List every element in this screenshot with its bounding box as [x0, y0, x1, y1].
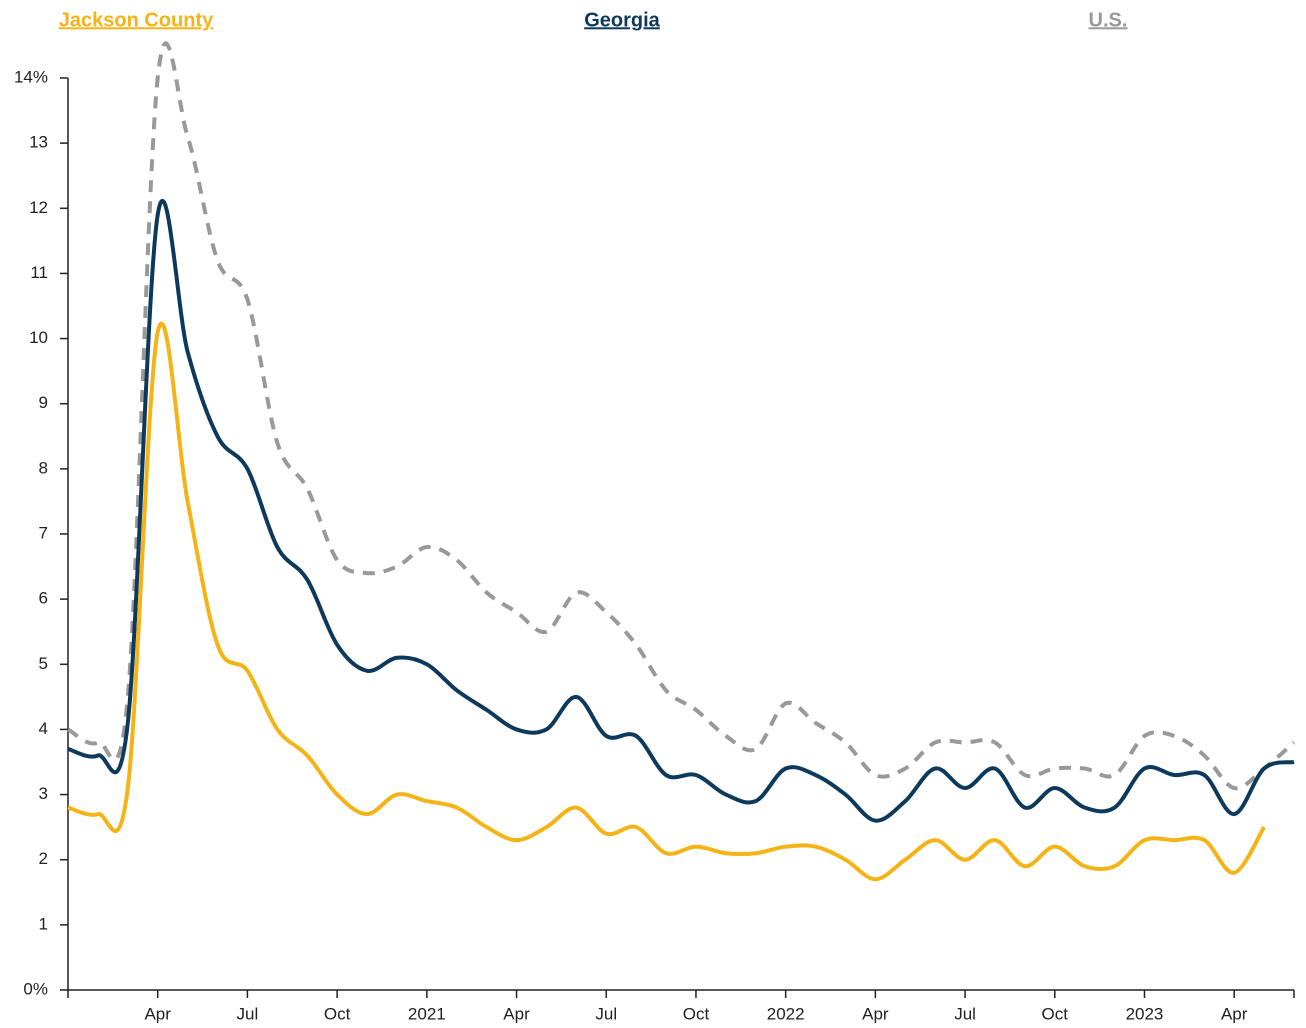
y-tick-label: 5 — [39, 654, 48, 673]
x-tick-label: Jul — [954, 1004, 976, 1023]
y-tick-label: 2 — [39, 849, 48, 868]
x-tick-label: Oct — [1042, 1004, 1069, 1023]
x-tick-label: 2023 — [1126, 1004, 1164, 1023]
x-tick-label: 2021 — [408, 1004, 446, 1023]
line — [67, 199, 1295, 823]
legend-item[interactable]: Jackson County — [59, 9, 214, 31]
y-tick-label: 13 — [29, 133, 48, 152]
x-tick-label: Jul — [595, 1004, 617, 1023]
line — [67, 321, 1266, 882]
y-tick-label: 12 — [29, 198, 48, 217]
x-tick-label: 2022 — [767, 1004, 805, 1023]
legend-item[interactable]: U.S. — [1089, 9, 1128, 31]
x-tick-label: Oct — [324, 1004, 351, 1023]
legend-item[interactable]: Georgia — [584, 9, 660, 31]
y-tick-label: 8 — [39, 458, 48, 477]
x-tick-label: Oct — [683, 1004, 710, 1023]
y-tick-label: 0% — [23, 979, 48, 998]
y-tick-label: 1 — [39, 914, 48, 933]
line — [66, 41, 1296, 791]
y-tick-label: 6 — [39, 589, 48, 608]
y-tick-label: 11 — [30, 263, 48, 282]
y-tick-label: 9 — [39, 393, 48, 412]
y-tick-label: 3 — [39, 784, 48, 803]
y-tick-label: 7 — [39, 523, 48, 542]
x-tick-label: Apr — [1221, 1004, 1248, 1023]
x-tick-label: Apr — [503, 1004, 530, 1023]
x-tick-label: Apr — [144, 1004, 171, 1023]
y-tick-label: 4 — [39, 719, 48, 738]
y-tick-label: 10 — [29, 328, 48, 347]
x-tick-label: Apr — [862, 1004, 889, 1023]
y-tick-label: 14% — [14, 67, 48, 86]
x-tick-label: Jul — [237, 1004, 259, 1023]
